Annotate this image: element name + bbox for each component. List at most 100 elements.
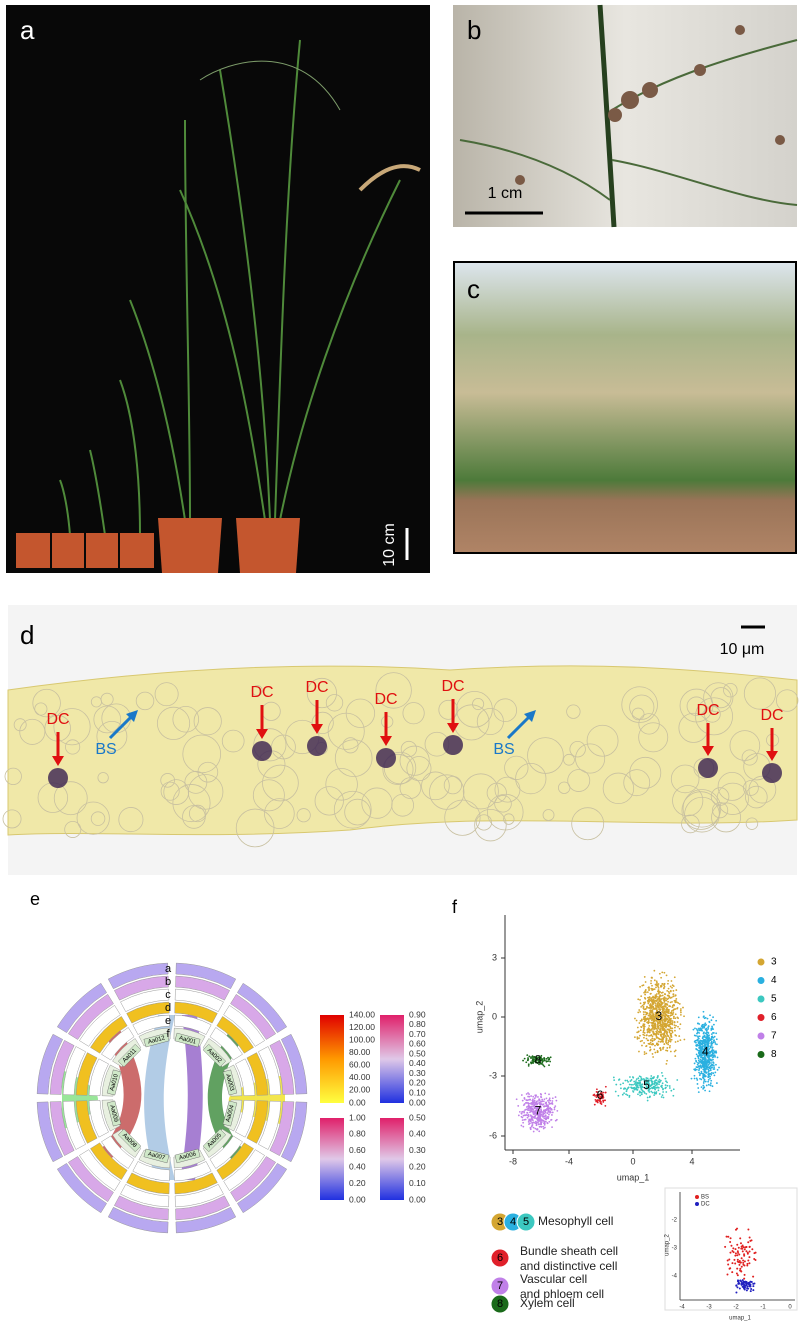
cell-point	[647, 986, 650, 989]
track	[175, 962, 237, 990]
cell-point	[679, 1013, 682, 1016]
cell-point	[545, 1057, 548, 1060]
cell-point	[646, 1099, 649, 1102]
cell-point	[643, 1032, 646, 1034]
cell-point	[534, 1114, 537, 1117]
cell-point	[629, 1080, 632, 1082]
cell-point	[657, 1040, 660, 1043]
y-tick-label: -6	[489, 1130, 497, 1140]
inset-point	[741, 1279, 744, 1282]
track	[107, 1206, 169, 1234]
cell-point	[664, 1003, 667, 1006]
track	[230, 993, 277, 1040]
cell-point	[652, 1056, 655, 1058]
cell	[383, 751, 417, 785]
colorbar-tick: 0.20	[409, 1161, 426, 1171]
cell-point	[667, 1000, 669, 1003]
cell-point	[528, 1102, 531, 1105]
cell-point	[544, 1126, 546, 1129]
cell-point	[660, 1096, 663, 1098]
cell-point	[658, 1083, 660, 1086]
cell-point	[664, 1034, 667, 1037]
cell-point	[698, 1074, 701, 1077]
cell-point	[712, 1064, 715, 1067]
cell-point	[670, 980, 673, 982]
cell-point	[668, 1005, 671, 1008]
cell-point	[667, 1019, 670, 1022]
track	[49, 1101, 75, 1156]
cell-point	[700, 1056, 703, 1059]
inset-point	[740, 1265, 743, 1268]
cell-point	[651, 1017, 654, 1020]
cell	[188, 804, 207, 823]
cell-point	[635, 1078, 638, 1081]
cell-point	[656, 981, 658, 984]
cell-point	[666, 998, 669, 1001]
cell-point	[638, 1009, 641, 1011]
cell-point	[698, 1065, 701, 1068]
cell-point	[695, 1039, 698, 1042]
dc-cell	[252, 741, 272, 761]
cell	[400, 740, 417, 758]
inset-point	[736, 1254, 739, 1257]
cell-point	[529, 1127, 532, 1130]
inset-point	[739, 1242, 742, 1245]
cell-point	[638, 1022, 641, 1024]
cell-point	[526, 1116, 529, 1119]
cell-point	[705, 1041, 708, 1043]
chromosome-box	[143, 1032, 170, 1048]
cell-point	[696, 1083, 699, 1085]
cell	[154, 682, 179, 707]
cell-point	[716, 1043, 718, 1046]
cell-point	[652, 1077, 655, 1080]
cell-point	[526, 1111, 529, 1114]
cell-point	[531, 1099, 534, 1102]
chromosome-label: Aa006	[179, 1151, 198, 1161]
cell-point	[644, 1017, 647, 1020]
cell-point	[694, 1027, 696, 1030]
cell-point	[651, 1011, 654, 1014]
cell-point	[712, 1023, 715, 1026]
cell-point	[664, 1084, 667, 1087]
cell-point	[635, 1019, 638, 1022]
cell-point	[636, 1036, 639, 1039]
cell-point	[536, 1119, 539, 1121]
cell-point	[672, 995, 675, 998]
cell-point	[674, 1008, 677, 1010]
cell-point	[535, 1124, 538, 1127]
inset-point	[743, 1260, 746, 1263]
cell-point	[648, 1024, 651, 1027]
cell	[235, 808, 275, 848]
cell-point	[707, 1078, 710, 1081]
cell-point	[647, 1084, 650, 1087]
cell-point	[703, 1078, 706, 1081]
cell-point	[672, 989, 675, 992]
cell-point	[529, 1120, 532, 1123]
cell	[493, 698, 518, 722]
inset-point	[738, 1287, 741, 1290]
track	[36, 1033, 64, 1095]
cell-point	[710, 1072, 713, 1074]
cell-point	[648, 1029, 651, 1032]
cell-point	[551, 1114, 553, 1116]
cell-point	[539, 1092, 542, 1095]
cell-point	[525, 1102, 528, 1104]
cell	[76, 801, 110, 835]
cell-point	[643, 1092, 646, 1094]
cell-point	[640, 1005, 643, 1008]
cell-point	[553, 1106, 556, 1109]
cell-point	[646, 1005, 648, 1008]
cell	[695, 697, 734, 736]
cell-point	[515, 1098, 518, 1101]
cell-point	[655, 1030, 658, 1033]
cell-point	[530, 1057, 532, 1060]
cell-point	[656, 1024, 659, 1027]
cell	[515, 762, 547, 795]
cell	[745, 785, 768, 809]
cell-point	[655, 1012, 657, 1015]
inset-point	[743, 1253, 746, 1256]
track	[126, 1172, 170, 1195]
cell-point	[659, 1004, 662, 1006]
cell-point	[659, 1030, 662, 1033]
cell-point	[669, 1027, 672, 1030]
